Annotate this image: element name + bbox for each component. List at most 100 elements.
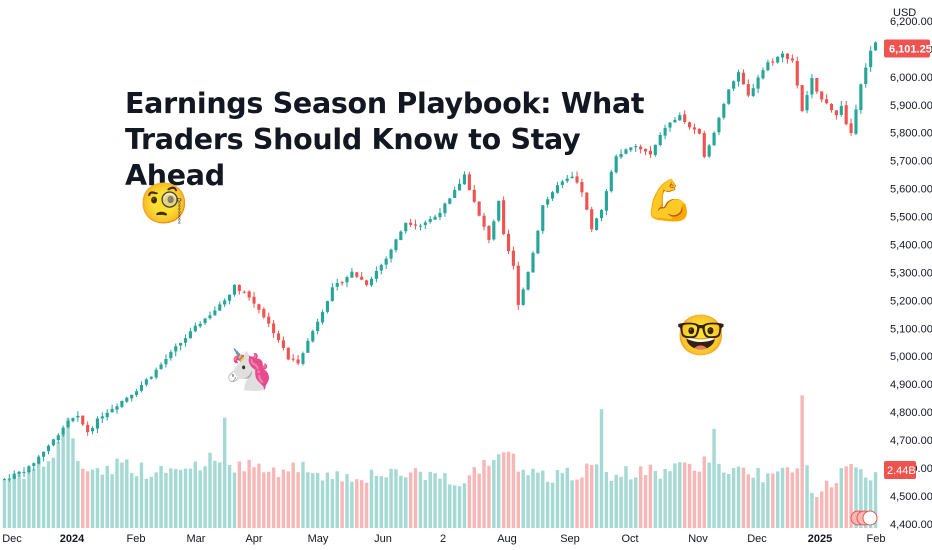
volume-bar [340, 481, 344, 528]
volume-bar [355, 479, 359, 528]
candle-body [232, 284, 237, 295]
x-axis-tick-label: Mar [187, 533, 206, 545]
volume-bar [545, 481, 550, 528]
volume-bar [731, 468, 736, 528]
volume-bar [281, 469, 286, 528]
volume-bar [565, 467, 569, 528]
candle-body [790, 58, 794, 61]
candle-body [741, 72, 745, 85]
volume-bar [790, 472, 795, 528]
volume-bar [864, 477, 868, 528]
candle-body [482, 215, 486, 227]
candle-body [120, 400, 124, 407]
volume-bar [678, 462, 682, 528]
volume-bar [712, 428, 716, 528]
volume-bar [306, 472, 310, 528]
candle-body [570, 176, 574, 179]
candle-body [736, 72, 741, 82]
volume-bar [41, 466, 46, 528]
y-axis-tick-label: 6,200.00 [890, 16, 932, 28]
candle-body [272, 323, 276, 334]
candle-body [781, 53, 785, 58]
candle-body [815, 78, 819, 92]
candle-body [477, 201, 481, 216]
volume-bar [129, 473, 134, 528]
candle-body [673, 119, 677, 123]
candle-body [95, 418, 99, 429]
volume-bar [125, 459, 129, 528]
event-marker-icon[interactable] [862, 510, 878, 526]
candle-body [732, 81, 736, 89]
candle-body [399, 231, 403, 241]
candle-body [648, 150, 652, 155]
volume-bar [849, 463, 853, 528]
volume-bar [751, 477, 755, 528]
volume-bar [169, 468, 173, 528]
volume-bar [501, 452, 506, 528]
volume-bar [110, 474, 114, 528]
volume-bar [394, 469, 398, 528]
volume-bar [183, 468, 188, 528]
candle-body [795, 60, 799, 86]
candle-body [433, 216, 437, 220]
candle-body [727, 89, 731, 104]
volume-bar [736, 466, 741, 528]
volume-bar [687, 463, 692, 528]
candle-body [276, 333, 281, 341]
last-price-badge [884, 39, 930, 58]
volume-bar [350, 481, 354, 528]
volume-bar [296, 472, 300, 528]
volume-bar [154, 472, 158, 528]
candle-body [389, 249, 393, 259]
candle-body [771, 61, 775, 63]
candle-body [683, 114, 687, 122]
volume-bar [511, 453, 516, 528]
candle-body [27, 466, 31, 473]
candle-body [384, 258, 388, 265]
monocle-face-icon: 🧐 [139, 182, 189, 226]
candle-body [130, 394, 134, 399]
volume-bar [609, 480, 613, 528]
volume-bar [95, 468, 100, 528]
volume-bar [820, 491, 824, 528]
candle-body [22, 471, 26, 473]
volume-bar [369, 469, 374, 528]
candle-body [174, 346, 178, 352]
candle-body [580, 182, 584, 193]
candle-body [223, 300, 227, 305]
volume-bar [2, 480, 7, 528]
volume-bar [541, 470, 545, 528]
candle-body [462, 174, 467, 185]
volume-bar [399, 475, 403, 528]
volume-bar [697, 471, 702, 528]
volume-bar [761, 482, 765, 528]
candle-body [61, 427, 65, 435]
candle-body [237, 284, 241, 291]
volume-bar [81, 468, 85, 528]
volume-bar [580, 477, 584, 528]
volume-bar [516, 471, 521, 528]
volume-bar [462, 483, 467, 528]
candle-body [301, 353, 305, 364]
last-volume-badge [884, 461, 916, 479]
candle-body [443, 203, 447, 214]
candle-body [428, 219, 432, 222]
candle-body [722, 103, 726, 118]
candle-body [409, 222, 413, 225]
candle-body [325, 301, 330, 312]
candle-body [164, 358, 168, 365]
candle-body [296, 359, 300, 364]
volume-bar [404, 477, 408, 528]
volume-bar [448, 484, 452, 528]
candle-body [614, 156, 618, 173]
candle-body [350, 271, 354, 278]
volume-bar [570, 480, 574, 528]
candle-body [702, 133, 706, 157]
candle-body [663, 127, 667, 136]
unicorn-icon: 🦄 [224, 348, 274, 392]
y-axis-tick-label: 4,400.00 [890, 519, 932, 531]
candle-body [316, 321, 320, 331]
candle-body [281, 340, 285, 348]
chart-title: Earnings Season Playbook: What Traders S… [125, 87, 645, 192]
